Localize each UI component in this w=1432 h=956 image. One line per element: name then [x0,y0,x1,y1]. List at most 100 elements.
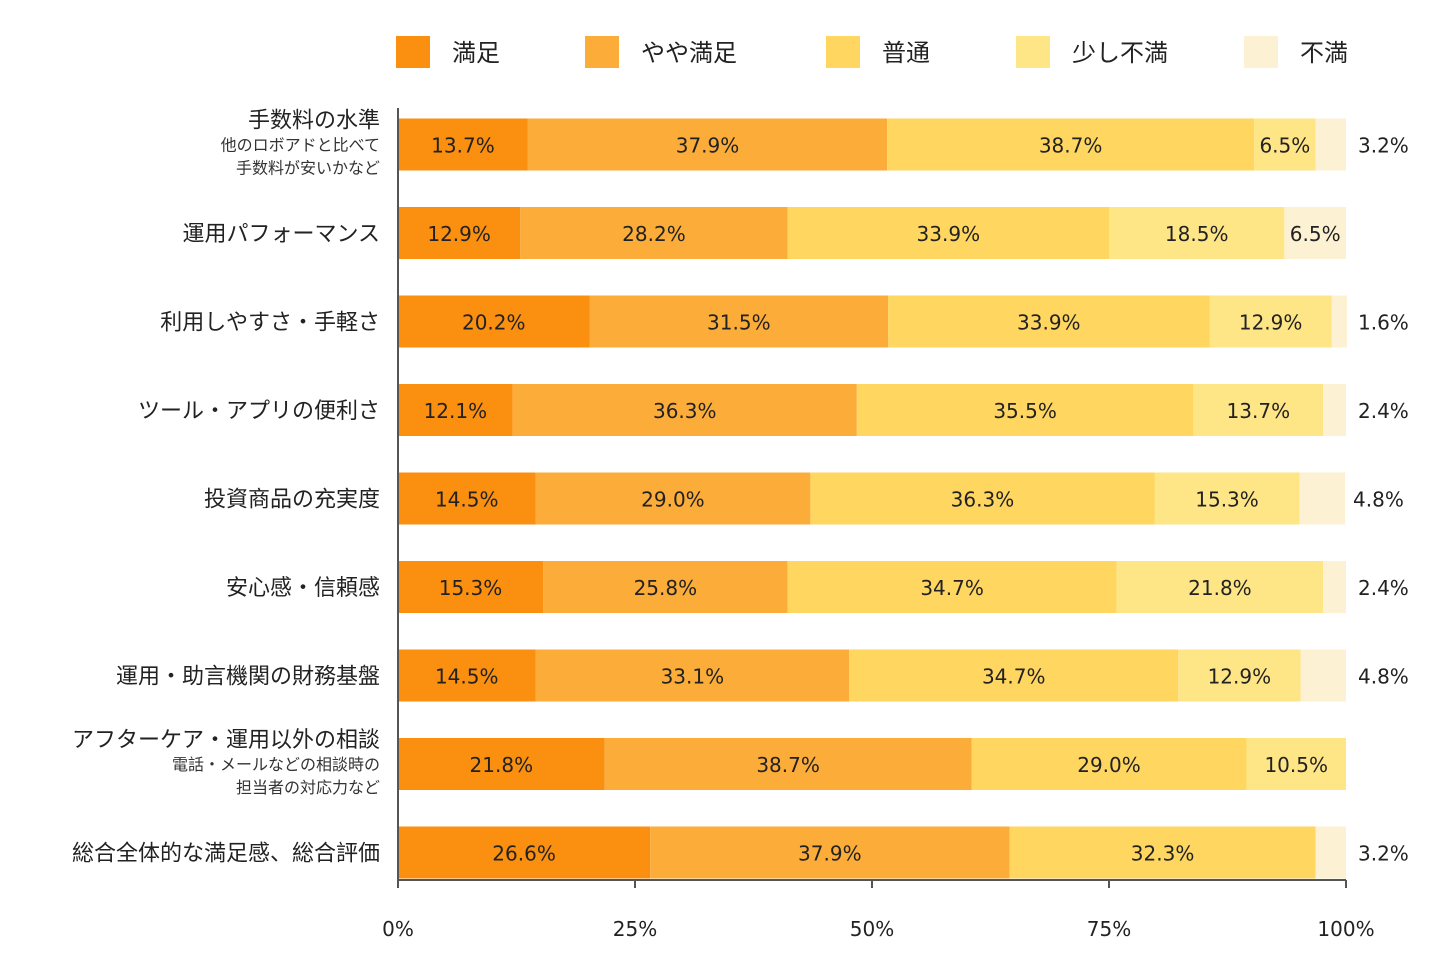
axes: 0% 25% 50% 75% 100% [382,108,1375,941]
data-label: 12.1% [424,399,488,423]
bar-segment [398,738,605,790]
bar-segment [1178,649,1301,702]
category-sublabel: 他のロボアドと比べて [221,136,380,155]
bar-segment [398,118,528,171]
legend-swatch [396,36,430,68]
legend-label: 少し不満 [1072,39,1168,67]
bar-segment [1254,118,1316,171]
bar-segment [543,561,788,613]
bar-segment [535,472,811,525]
data-label: 20.2% [462,311,526,335]
data-label: 6.5% [1259,134,1310,158]
bar-segment [589,295,889,348]
bar-segment [1154,472,1300,525]
data-label: 4.8% [1358,665,1409,689]
bar-segment [398,207,521,259]
data-label: 4.8% [1353,488,1404,512]
data-label: 33.9% [917,222,981,246]
bar-segment [512,384,857,436]
data-label: 18.5% [1165,222,1229,246]
data-label: 2.4% [1358,576,1409,600]
data-label: 13.7% [431,134,495,158]
data-label: 12.9% [1208,665,1272,689]
category-label: 投資商品の充実度 [204,488,380,513]
bar-segment [398,561,544,613]
bar-segment [1300,649,1346,702]
bar-segment [971,738,1247,790]
legend-swatch [1016,36,1050,68]
plot-area: 13.7% 37.9% 38.7% 6.5% 3.2% 12.9% 28.2% 33.9% 18… [398,118,1409,879]
bar-segment [1315,118,1346,171]
data-label: 36.3% [653,399,717,423]
bar-segment [1315,826,1346,879]
data-label: 3.2% [1358,134,1409,158]
data-label: 13.7% [1227,399,1291,423]
bar-segment [1299,472,1346,525]
category-labels: 手数料の水準他のロボアドと比べて手数料が安いかなど運用パフォーマンス利用しやすさ… [72,109,380,867]
data-label: 29.0% [1077,753,1141,777]
category-label: 利用しやすさ・手軽さ [160,311,380,336]
data-label: 14.5% [435,665,499,689]
category-label: 総合全体的な満足感、総合評価 [72,842,380,867]
bar-segment [398,384,513,436]
bar-segment [1009,826,1316,879]
category-label: ツール・アプリの便利さ [138,399,380,424]
legend-label: やや満足 [641,39,737,67]
data-label: 29.0% [641,488,705,512]
legend-swatch [1244,36,1278,68]
data-label: 38.7% [756,753,820,777]
bar-segment [849,649,1179,702]
bar-segment [888,295,1210,348]
category-label: 安心感・信頼感 [226,576,380,601]
data-label: 33.1% [661,665,725,689]
bar-segment [520,207,788,259]
bar-segment [527,118,888,171]
bar-segment [787,207,1109,259]
category-label: 手数料の水準 [248,109,380,134]
data-label: 15.3% [1195,488,1259,512]
x-tick-label: 75% [1087,917,1131,941]
data-label: 38.7% [1039,134,1103,158]
bar-segment [1323,384,1346,436]
data-label: 3.2% [1358,842,1409,866]
data-label: 2.4% [1358,399,1409,423]
legend-swatch [585,36,619,68]
data-label: 6.5% [1290,222,1341,246]
data-label: 33.9% [1017,311,1081,335]
category-sublabel: 担当者の対応力など [236,778,380,797]
data-label: 31.5% [707,311,771,335]
legend: 満足 やや満足 普通 少し不満 不満 [396,36,1348,68]
bar-segment [787,561,1117,613]
legend-label: 不満 [1300,39,1348,67]
category-label: 運用・助言機関の財務基盤 [116,665,380,690]
data-label: 35.5% [993,399,1057,423]
bar-segment [1209,295,1332,348]
legend-label: 普通 [882,39,930,67]
bar-segment [887,118,1255,171]
bar-segment [398,826,651,879]
bar-segment [535,649,850,702]
x-tick-label: 0% [382,917,414,941]
bar-segment [650,826,1010,879]
data-label: 37.9% [798,842,862,866]
category-label: 運用パフォーマンス [182,222,380,247]
data-label: 21.8% [470,753,534,777]
data-label: 14.5% [435,488,499,512]
data-label: 34.7% [982,665,1046,689]
data-label: 26.6% [492,842,556,866]
bar-segment [810,472,1155,525]
bar-segment [1323,561,1346,613]
bar-segment [856,384,1194,436]
bar-segment [1246,738,1346,790]
bar-segment [398,295,590,348]
category-sublabel: 手数料が安いかなど [236,159,380,178]
legend-swatch [826,36,860,68]
data-label: 36.3% [951,488,1015,512]
bar-segment [1193,384,1324,436]
bar-segment [604,738,972,790]
bar-segment [1284,207,1346,259]
data-label: 25.8% [634,576,698,600]
data-label: 21.8% [1188,576,1252,600]
category-sublabel: 電話・メールなどの相談時の [172,755,380,774]
